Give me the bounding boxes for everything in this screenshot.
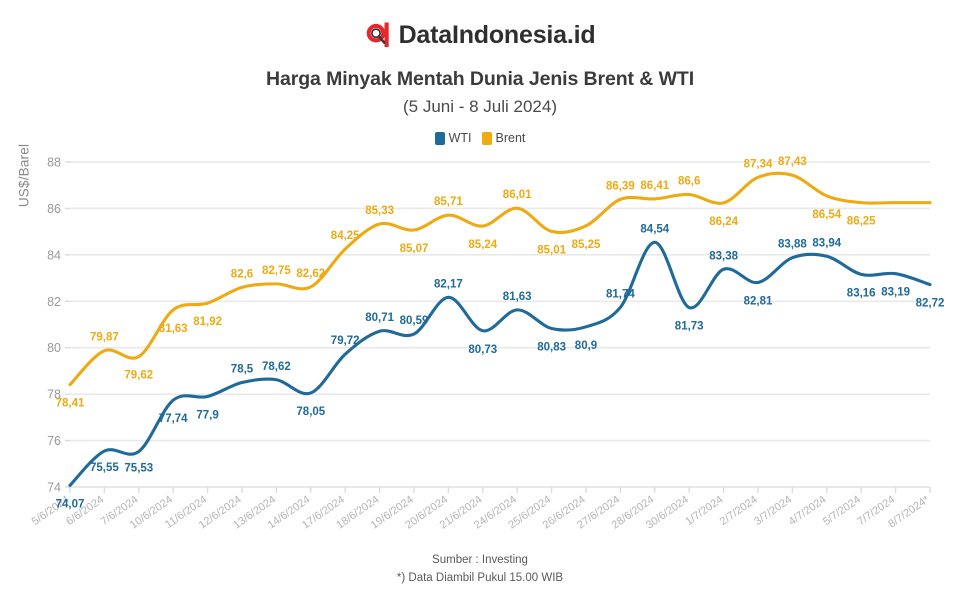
- line-chart-svg: 74767880828486885/6/20246/6/20247/6/2024…: [30, 156, 945, 532]
- data-label: 86,54: [812, 209, 841, 221]
- data-label: 86,39: [606, 180, 635, 192]
- legend-label-wti: WTI: [448, 131, 472, 145]
- data-label: 74,07: [56, 498, 85, 510]
- data-label: 83,16: [847, 287, 876, 299]
- y-tick-label: 74: [47, 481, 61, 495]
- brand-name: DataIndonesia.id: [398, 20, 596, 49]
- data-label: 86,25: [847, 216, 876, 228]
- footer-source: Sumber : Investing: [432, 554, 528, 567]
- legend-item-wti[interactable]: WTI: [434, 131, 472, 145]
- data-label: 75,53: [124, 462, 153, 474]
- data-label: 86,24: [709, 216, 738, 228]
- x-tick-label: 5/7/2024: [821, 494, 863, 528]
- data-label: 79,87: [90, 332, 119, 344]
- data-label: 85,01: [537, 244, 566, 256]
- data-label: 85,71: [434, 196, 463, 208]
- magnifier-d-logo-icon: [365, 21, 391, 49]
- data-label: 80,83: [537, 341, 566, 353]
- legend-swatch-brent: [481, 131, 492, 145]
- legend-swatch-wti: [434, 131, 445, 145]
- y-tick-label: 80: [47, 341, 61, 355]
- data-label: 82,81: [744, 295, 773, 307]
- data-label: 87,43: [778, 156, 807, 168]
- data-label: 82,72: [916, 298, 945, 310]
- data-label: 75,55: [90, 462, 119, 474]
- data-label: 80,59: [400, 315, 429, 327]
- legend-item-brent[interactable]: Brent: [481, 131, 526, 145]
- data-label: 84,25: [331, 230, 360, 242]
- data-label: 79,72: [331, 335, 360, 347]
- data-label: 81,73: [675, 321, 704, 333]
- data-label: 85,24: [468, 239, 497, 251]
- chart-legend: WTI Brent: [0, 131, 960, 145]
- data-label: 78,05: [296, 406, 325, 418]
- x-tick-label: 2/7/2024: [718, 494, 760, 528]
- data-label: 83,19: [881, 287, 910, 299]
- data-label: 85,25: [572, 239, 601, 251]
- data-label: 83,94: [812, 237, 841, 249]
- data-label: 83,38: [709, 250, 738, 262]
- data-label: 86,01: [503, 189, 532, 201]
- data-label: 87,34: [744, 158, 773, 170]
- data-label: 82,17: [434, 278, 463, 290]
- data-label: 81,63: [503, 291, 532, 303]
- y-tick-label: 78: [47, 388, 61, 402]
- data-label: 81,63: [159, 323, 188, 335]
- data-label: 83,88: [778, 239, 807, 251]
- legend-label-brent: Brent: [495, 131, 526, 145]
- data-label: 80,71: [365, 312, 394, 324]
- brand-header: DataIndonesia.id: [0, 0, 960, 52]
- x-tick-label: 4/7/2024: [787, 494, 829, 528]
- data-label: 78,41: [56, 398, 85, 410]
- data-label: 78,62: [262, 361, 291, 373]
- data-label: 85,07: [400, 243, 429, 255]
- data-label: 77,9: [196, 409, 218, 421]
- data-label: 84,54: [640, 223, 669, 235]
- y-tick-label: 86: [47, 202, 61, 216]
- footer-note: *) Data Diambil Pukul 15.00 WIB: [396, 572, 564, 585]
- chart-plot-area: 74 76 78 80 82 84 86 88 5/6/2024 6/6/2024 7/6/2024…: [0, 150, 960, 550]
- data-label: 78,5: [231, 364, 254, 376]
- data-label: 86,6: [678, 176, 700, 188]
- x-tick-label: 1/7/2024: [683, 494, 725, 528]
- page-title: Harga Minyak Mentah Dunia Jenis Brent & …: [265, 68, 695, 90]
- series-line-brent: [68, 171, 932, 387]
- data-label: 86,41: [640, 180, 669, 192]
- data-label: 82,62: [296, 268, 325, 280]
- data-label: 85,33: [365, 205, 394, 217]
- series-line-wti: [68, 240, 932, 487]
- y-tick-label: 76: [47, 434, 61, 448]
- y-tick-label: 88: [47, 156, 61, 170]
- y-tick-label: 84: [47, 248, 61, 262]
- data-label: 81,74: [606, 288, 635, 300]
- data-label: 79,62: [124, 370, 153, 382]
- data-label: 81,92: [193, 316, 222, 328]
- chart-footer: Sumber : Investing *) Data Diambil Pukul…: [0, 552, 960, 588]
- data-label: 80,73: [468, 344, 497, 356]
- data-label: 80,9: [575, 340, 597, 352]
- x-tick-label: 3/7/2024: [752, 494, 794, 528]
- data-label: 82,75: [262, 265, 291, 277]
- y-tick-label: 82: [47, 295, 61, 309]
- data-label: 77,74: [159, 413, 188, 425]
- page-subtitle: (5 Juni - 8 Juli 2024): [402, 97, 558, 116]
- data-label: 82,6: [231, 268, 253, 280]
